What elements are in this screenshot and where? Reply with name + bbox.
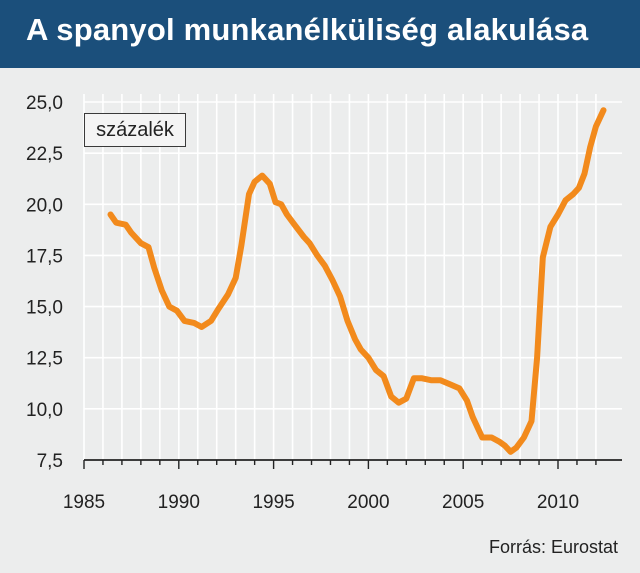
x-tick-label: 2010 [537,492,579,513]
y-tick-label: 10,0 [26,400,63,421]
y-tick-label: 12,5 [26,349,63,370]
y-tick-label: 17,5 [26,246,63,267]
header-bar: A spanyol munkanélküliség alakulása [0,0,640,68]
series-group [107,107,607,455]
y-tick-label: 22,5 [26,144,63,165]
y-tick-label: 15,0 [26,298,63,319]
unit-label: százalék [84,113,186,147]
x-tick-label: 1990 [158,492,200,513]
chart-title: A spanyol munkanélküliség alakulása [26,12,589,47]
series-line [107,107,607,455]
y-tick-label: 20,0 [26,195,63,216]
x-axis-labels: 1985 1990 1995 2000 2005 2010 [63,492,579,513]
y-tick-label: 25,0 [26,93,63,114]
x-tick-label: 1985 [63,492,105,513]
x-axis [83,459,622,469]
x-tick-label: 2005 [442,492,484,513]
source-note: Forrás: Eurostat [488,537,618,557]
y-axis-labels: 7,5 10,0 12,5 15,0 17,5 20,0 22,5 25,0 [26,93,63,472]
x-tick-label: 2000 [347,492,389,513]
x-tick-label: 1995 [252,492,294,513]
x-gridlines [83,94,597,460]
y-tick-label: 7,5 [37,451,63,472]
